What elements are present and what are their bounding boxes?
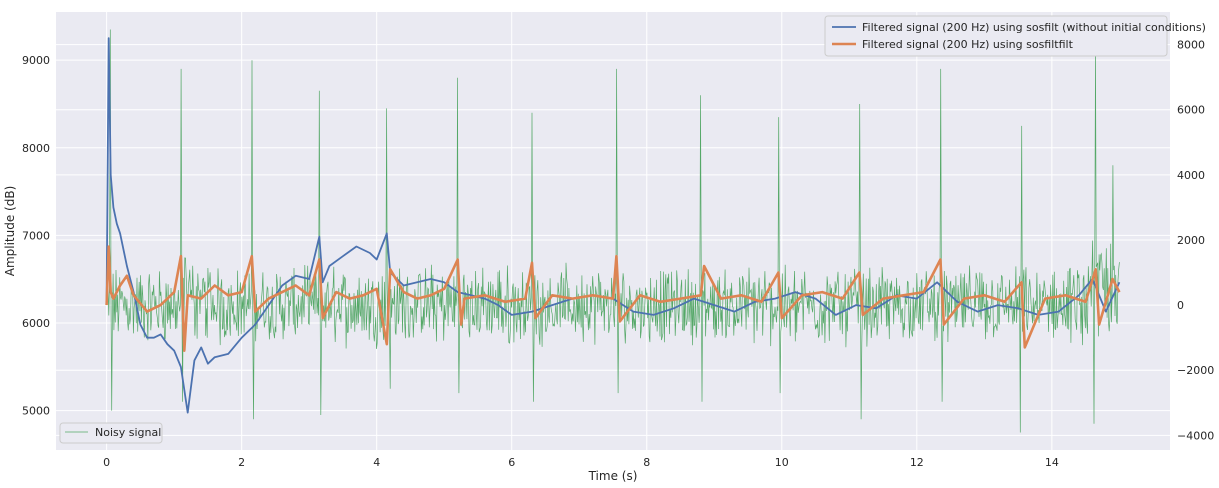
legend-upper-box: [824, 15, 1168, 57]
x-tick-label: 10: [775, 456, 789, 469]
y-right-tick-label: 6000: [1177, 104, 1205, 117]
y-left-tick-label: 7000: [22, 229, 50, 242]
legend-sosfilt-label: Filtered signal (200 Hz) using sosfilt (…: [862, 21, 1206, 34]
x-tick-label: 8: [643, 456, 650, 469]
plot-background: [56, 12, 1170, 450]
x-tick-label: 12: [910, 456, 924, 469]
x-tick-label: 2: [238, 456, 245, 469]
y-left-axis-title: Amplitude (dB): [3, 186, 17, 277]
grid: [56, 12, 1170, 450]
legend-upper: Filtered signal (200 Hz) using sosfilt (…: [824, 15, 1206, 57]
x-tick-label: 4: [373, 456, 380, 469]
legend-noisy-label: Noisy signal: [95, 426, 161, 439]
x-tick-label: 6: [508, 456, 515, 469]
y-right-tick-label: 8000: [1177, 39, 1205, 52]
y-right-tick-label: 4000: [1177, 169, 1205, 182]
y-right-tick-label: 0: [1177, 299, 1184, 312]
legend-lower: Noisy signal: [59, 422, 163, 444]
series-layer: [105, 29, 1121, 433]
y-left-tick-label: 9000: [22, 54, 50, 67]
x-axis-ticks: 0 2 4 6 8 10 12 14: [103, 456, 1059, 469]
y-right-tick-label: −2000: [1177, 364, 1214, 377]
y-right-tick-label: 2000: [1177, 234, 1205, 247]
x-tick-label: 0: [103, 456, 110, 469]
y-right-tick-label: −4000: [1177, 429, 1214, 442]
y-left-tick-label: 8000: [22, 142, 50, 155]
y-left-tick-label: 6000: [22, 317, 50, 330]
series-sosfilt: [105, 37, 1121, 414]
x-axis-title: Time (s): [588, 469, 638, 483]
x-tick-label: 14: [1045, 456, 1059, 469]
y-left-axis-ticks: 5000 6000 7000 8000 9000: [22, 54, 50, 417]
y-left-tick-label: 5000: [22, 405, 50, 418]
legend-lower-box: [59, 422, 163, 444]
series-sosfiltfilt: [105, 245, 1121, 352]
legend-sosfiltfilt-label: Filtered signal (200 Hz) using sosfiltfi…: [862, 38, 1074, 51]
y-right-axis-ticks: −4000 −2000 0 2000 4000 6000 8000: [1177, 39, 1214, 443]
